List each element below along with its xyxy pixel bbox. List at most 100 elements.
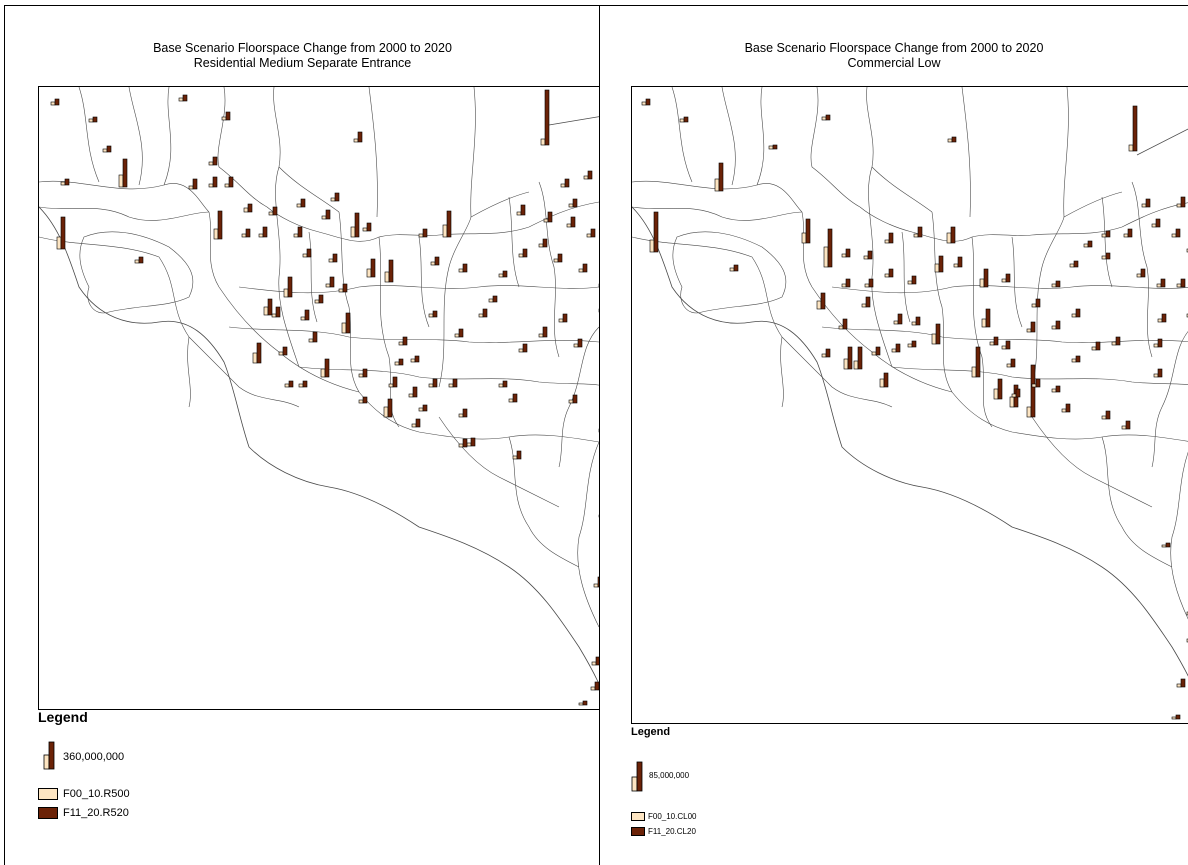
bar-light [478,313,484,318]
bar-light [1031,303,1037,308]
bar-marker [543,211,553,223]
bar-dark [434,256,440,266]
bar-marker [284,380,294,388]
bar-light [428,313,434,318]
bar-dark [888,268,894,278]
bar-marker [1136,268,1146,278]
bar-marker [458,438,468,448]
bar-dark [502,270,508,278]
bar-light [410,358,416,363]
bar-dark [520,204,526,216]
bar-light [1009,396,1015,408]
bar-marker [1091,341,1101,351]
bar-light [1011,393,1017,398]
bar-dark [245,228,251,238]
bar-light [553,258,559,263]
bar-dark [362,396,368,404]
bar-marker [213,210,223,240]
bar-dark [1075,308,1081,318]
bar-light [508,398,514,403]
bar-light [841,253,847,258]
bar-light [843,358,849,370]
legend-title: Legend [631,726,671,738]
bar-light [1153,373,1159,378]
bar-marker [221,111,231,121]
bar-dark [1073,260,1079,268]
bar-marker [50,98,60,106]
bar-dark [1145,198,1151,208]
bar-marker [411,418,421,428]
bar-marker [560,178,570,188]
bar-marker [591,656,600,666]
bar-light [1121,425,1127,430]
bar-marker [283,276,293,298]
bar-marker [1176,196,1186,208]
bar-marker [568,198,578,208]
bar-light [208,183,214,188]
bar-dark [267,298,273,316]
bar-marker [1071,308,1081,318]
bar-marker [947,136,957,143]
bar-marker [578,700,588,706]
map-frame[interactable] [631,86,1188,724]
county-map[interactable] [632,87,1188,724]
bar-marker [241,228,251,238]
bar-light [871,351,877,356]
map-frame[interactable] [38,86,600,710]
bar-marker [1153,368,1163,378]
bar-light [863,255,869,260]
bar-marker [1001,340,1011,350]
map-title: Base Scenario Floorspace Change from 200… [153,41,452,55]
bar-light [258,233,264,238]
bar-light [454,333,460,338]
bar-light [263,306,269,316]
bar-marker [1101,252,1111,260]
bar-dark [217,210,223,240]
bar-dark [867,250,873,260]
bar-dark [1132,105,1138,152]
coastline [39,206,600,688]
bar-marker [458,408,468,418]
bar-dark [354,212,360,238]
bar-marker [252,342,262,364]
bar-dark [590,228,596,238]
bar-marker [428,310,438,318]
bar-light [278,351,284,356]
bar-marker [300,309,310,321]
bar-dark [300,198,306,208]
bar-marker [1176,678,1186,688]
bar-marker [1123,228,1133,238]
bar-dark [1105,410,1111,420]
bar-dark [516,450,522,460]
bar-marker [801,218,811,244]
bar-dark [1035,298,1041,308]
legend-series-1: F00_10.CL00 [648,812,697,821]
bar-dark [60,216,66,250]
bar-marker [1071,355,1081,363]
bar-marker [410,355,420,363]
bar-marker [328,253,338,263]
bar-marker [853,346,863,370]
bar-dark [432,310,438,318]
bar-dark [587,170,593,180]
bar-marker [302,248,312,258]
bar-dark [458,328,464,338]
bar-marker [56,216,66,250]
bar-light [1151,223,1157,228]
legend-series-1: F00_10.R500 [63,788,130,800]
bar-dark [557,253,563,263]
bar-marker [558,313,568,323]
bar-light [314,299,320,304]
bar-light [338,288,344,293]
bar-dark [422,404,428,412]
bar-dark [911,340,917,348]
bar-marker [458,263,468,273]
county-map[interactable] [39,87,600,710]
bar-dark [1005,340,1011,350]
bar-light [1176,203,1182,208]
bar-dark [482,308,488,318]
bar-light [224,183,230,188]
bar-dark [402,336,408,346]
bar-dark [502,380,508,388]
bar-marker [823,228,833,268]
